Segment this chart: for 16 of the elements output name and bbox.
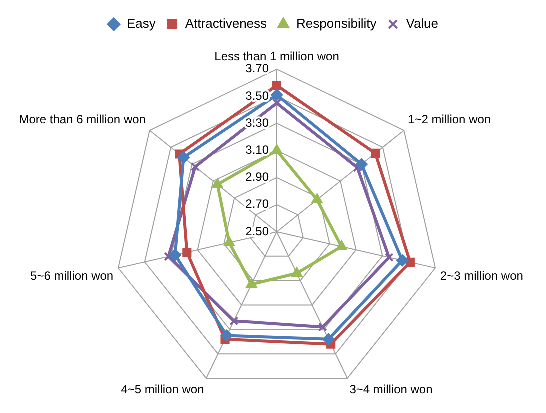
spoke-label: 2~3 million won <box>440 268 524 283</box>
y-tick-label: 3.10 <box>246 143 270 158</box>
legend-label: Easy <box>126 16 156 32</box>
legend-label: Attractiveness <box>185 16 268 32</box>
spoke-label: More than 6 million won <box>19 112 146 127</box>
spoke-label: 1~2 million won <box>408 112 492 127</box>
legend-label: Responsibility <box>296 16 378 32</box>
spoke-label: 3~4 million won <box>350 382 433 397</box>
y-tick-label: 2.90 <box>246 170 270 184</box>
spoke-label: 5~6 million won <box>30 268 114 283</box>
y-tick-label: 3.70 <box>246 62 270 76</box>
spoke-label: Less than 1 million won <box>214 50 340 64</box>
y-tick-label: 2.50 <box>246 224 270 238</box>
legend-label: Value <box>406 16 439 32</box>
y-tick-label: 2.70 <box>246 197 270 212</box>
spoke-label: 4~5 million won <box>121 382 204 397</box>
